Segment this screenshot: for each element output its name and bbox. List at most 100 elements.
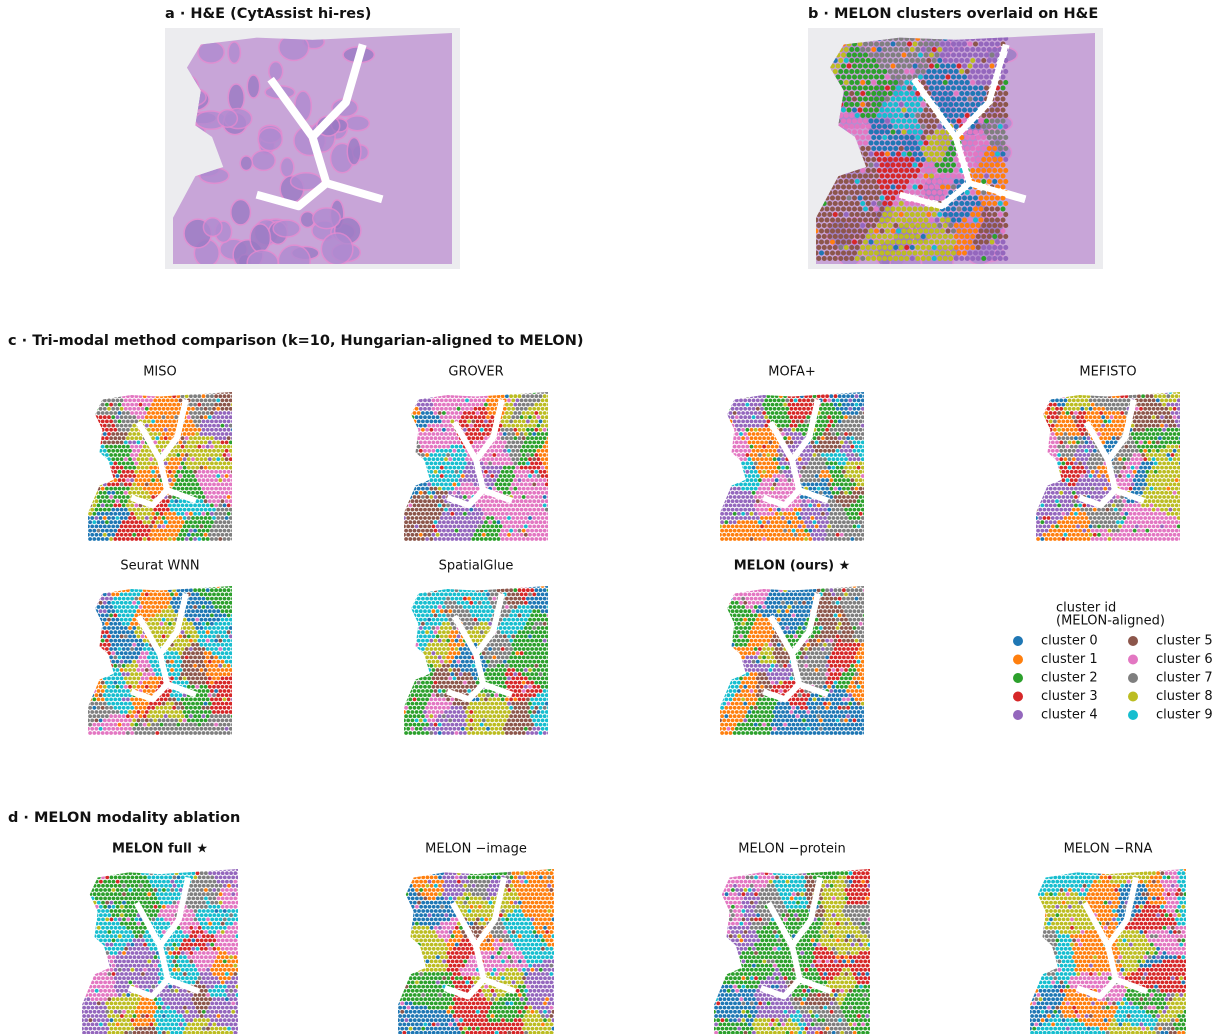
spot xyxy=(216,432,220,436)
spot xyxy=(866,190,871,195)
spot xyxy=(158,441,162,445)
spot xyxy=(855,102,860,107)
spot xyxy=(844,466,848,470)
spot xyxy=(547,445,551,449)
spot xyxy=(145,483,149,487)
spot xyxy=(940,141,945,146)
spot xyxy=(754,470,758,474)
spot xyxy=(860,212,865,217)
spot xyxy=(918,218,923,223)
spot xyxy=(505,420,509,424)
spot xyxy=(762,394,766,398)
spot xyxy=(214,537,218,541)
spot xyxy=(471,529,475,533)
spot xyxy=(474,390,478,394)
spot xyxy=(193,487,197,491)
spot xyxy=(223,403,227,407)
spot xyxy=(840,407,844,411)
spot xyxy=(147,411,151,415)
spot xyxy=(547,478,551,482)
spot xyxy=(984,218,989,223)
spot xyxy=(1001,185,1006,190)
spot xyxy=(438,462,442,466)
spot xyxy=(943,256,948,261)
spot xyxy=(216,525,220,529)
spot xyxy=(758,403,762,407)
spot xyxy=(99,525,103,529)
spot xyxy=(530,504,534,508)
spot xyxy=(103,516,107,520)
spot xyxy=(880,174,885,179)
spot xyxy=(530,512,534,516)
spot xyxy=(532,457,536,461)
panel-title: d · MELON modality ablation xyxy=(8,810,240,826)
spot xyxy=(853,441,857,445)
spot xyxy=(741,411,745,415)
spot xyxy=(976,146,981,151)
spot xyxy=(225,441,229,445)
spot xyxy=(501,529,505,533)
spot xyxy=(848,449,852,453)
spot xyxy=(423,441,427,445)
spot xyxy=(858,86,863,91)
spot xyxy=(212,508,216,512)
spot xyxy=(907,174,912,179)
spot xyxy=(415,399,419,403)
spot xyxy=(116,491,120,495)
spot xyxy=(193,478,197,482)
spot xyxy=(438,411,442,415)
spot xyxy=(762,453,766,457)
spot xyxy=(885,64,890,69)
spot xyxy=(126,394,130,398)
spot xyxy=(541,407,545,411)
spot xyxy=(221,516,225,520)
spot xyxy=(404,520,408,524)
spot xyxy=(729,462,733,466)
spot xyxy=(976,135,981,140)
spot xyxy=(863,420,867,424)
spot xyxy=(206,453,210,457)
spot xyxy=(438,512,442,516)
spot xyxy=(547,436,551,440)
spot xyxy=(145,449,149,453)
spot xyxy=(885,141,890,146)
spot xyxy=(741,462,745,466)
spot xyxy=(743,483,747,487)
spot xyxy=(910,102,915,107)
spot xyxy=(402,499,406,503)
spot xyxy=(92,537,96,541)
spot xyxy=(731,474,735,478)
spot xyxy=(450,529,454,533)
spot xyxy=(174,533,178,537)
spot xyxy=(545,499,549,503)
spot xyxy=(151,520,155,524)
spot xyxy=(423,533,427,537)
spot xyxy=(882,91,887,96)
spot xyxy=(836,432,840,436)
spot xyxy=(429,394,433,398)
spot xyxy=(534,495,538,499)
spot xyxy=(95,483,99,487)
spot xyxy=(99,499,103,503)
spot xyxy=(187,407,191,411)
spot xyxy=(197,411,201,415)
spot xyxy=(212,483,216,487)
spot xyxy=(804,411,808,415)
spot xyxy=(962,240,967,245)
spot xyxy=(223,529,227,533)
spot xyxy=(432,399,436,403)
spot xyxy=(962,141,967,146)
spot xyxy=(516,424,520,428)
spot xyxy=(981,146,986,151)
spot xyxy=(524,533,528,537)
spot xyxy=(417,495,421,499)
spot xyxy=(537,508,541,512)
spot xyxy=(891,251,896,256)
spot xyxy=(534,394,538,398)
spot xyxy=(132,466,136,470)
spot xyxy=(436,483,440,487)
spot xyxy=(440,457,444,461)
spot xyxy=(841,240,846,245)
spot xyxy=(101,478,105,482)
spot xyxy=(984,53,989,58)
